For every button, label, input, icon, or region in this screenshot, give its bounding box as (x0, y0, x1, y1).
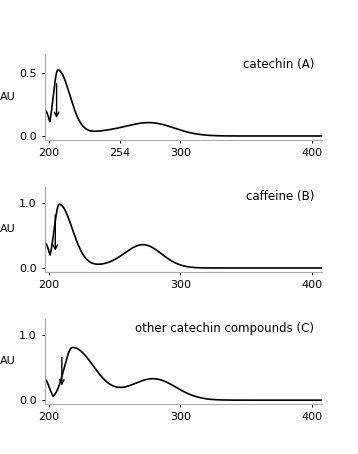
Text: caffeine (B): caffeine (B) (246, 190, 314, 203)
Text: catechin (A): catechin (A) (242, 58, 314, 71)
Y-axis label: AU: AU (0, 92, 15, 102)
Y-axis label: AU: AU (0, 356, 15, 366)
Y-axis label: AU: AU (0, 224, 15, 234)
Text: other catechin compounds (C): other catechin compounds (C) (135, 322, 314, 335)
